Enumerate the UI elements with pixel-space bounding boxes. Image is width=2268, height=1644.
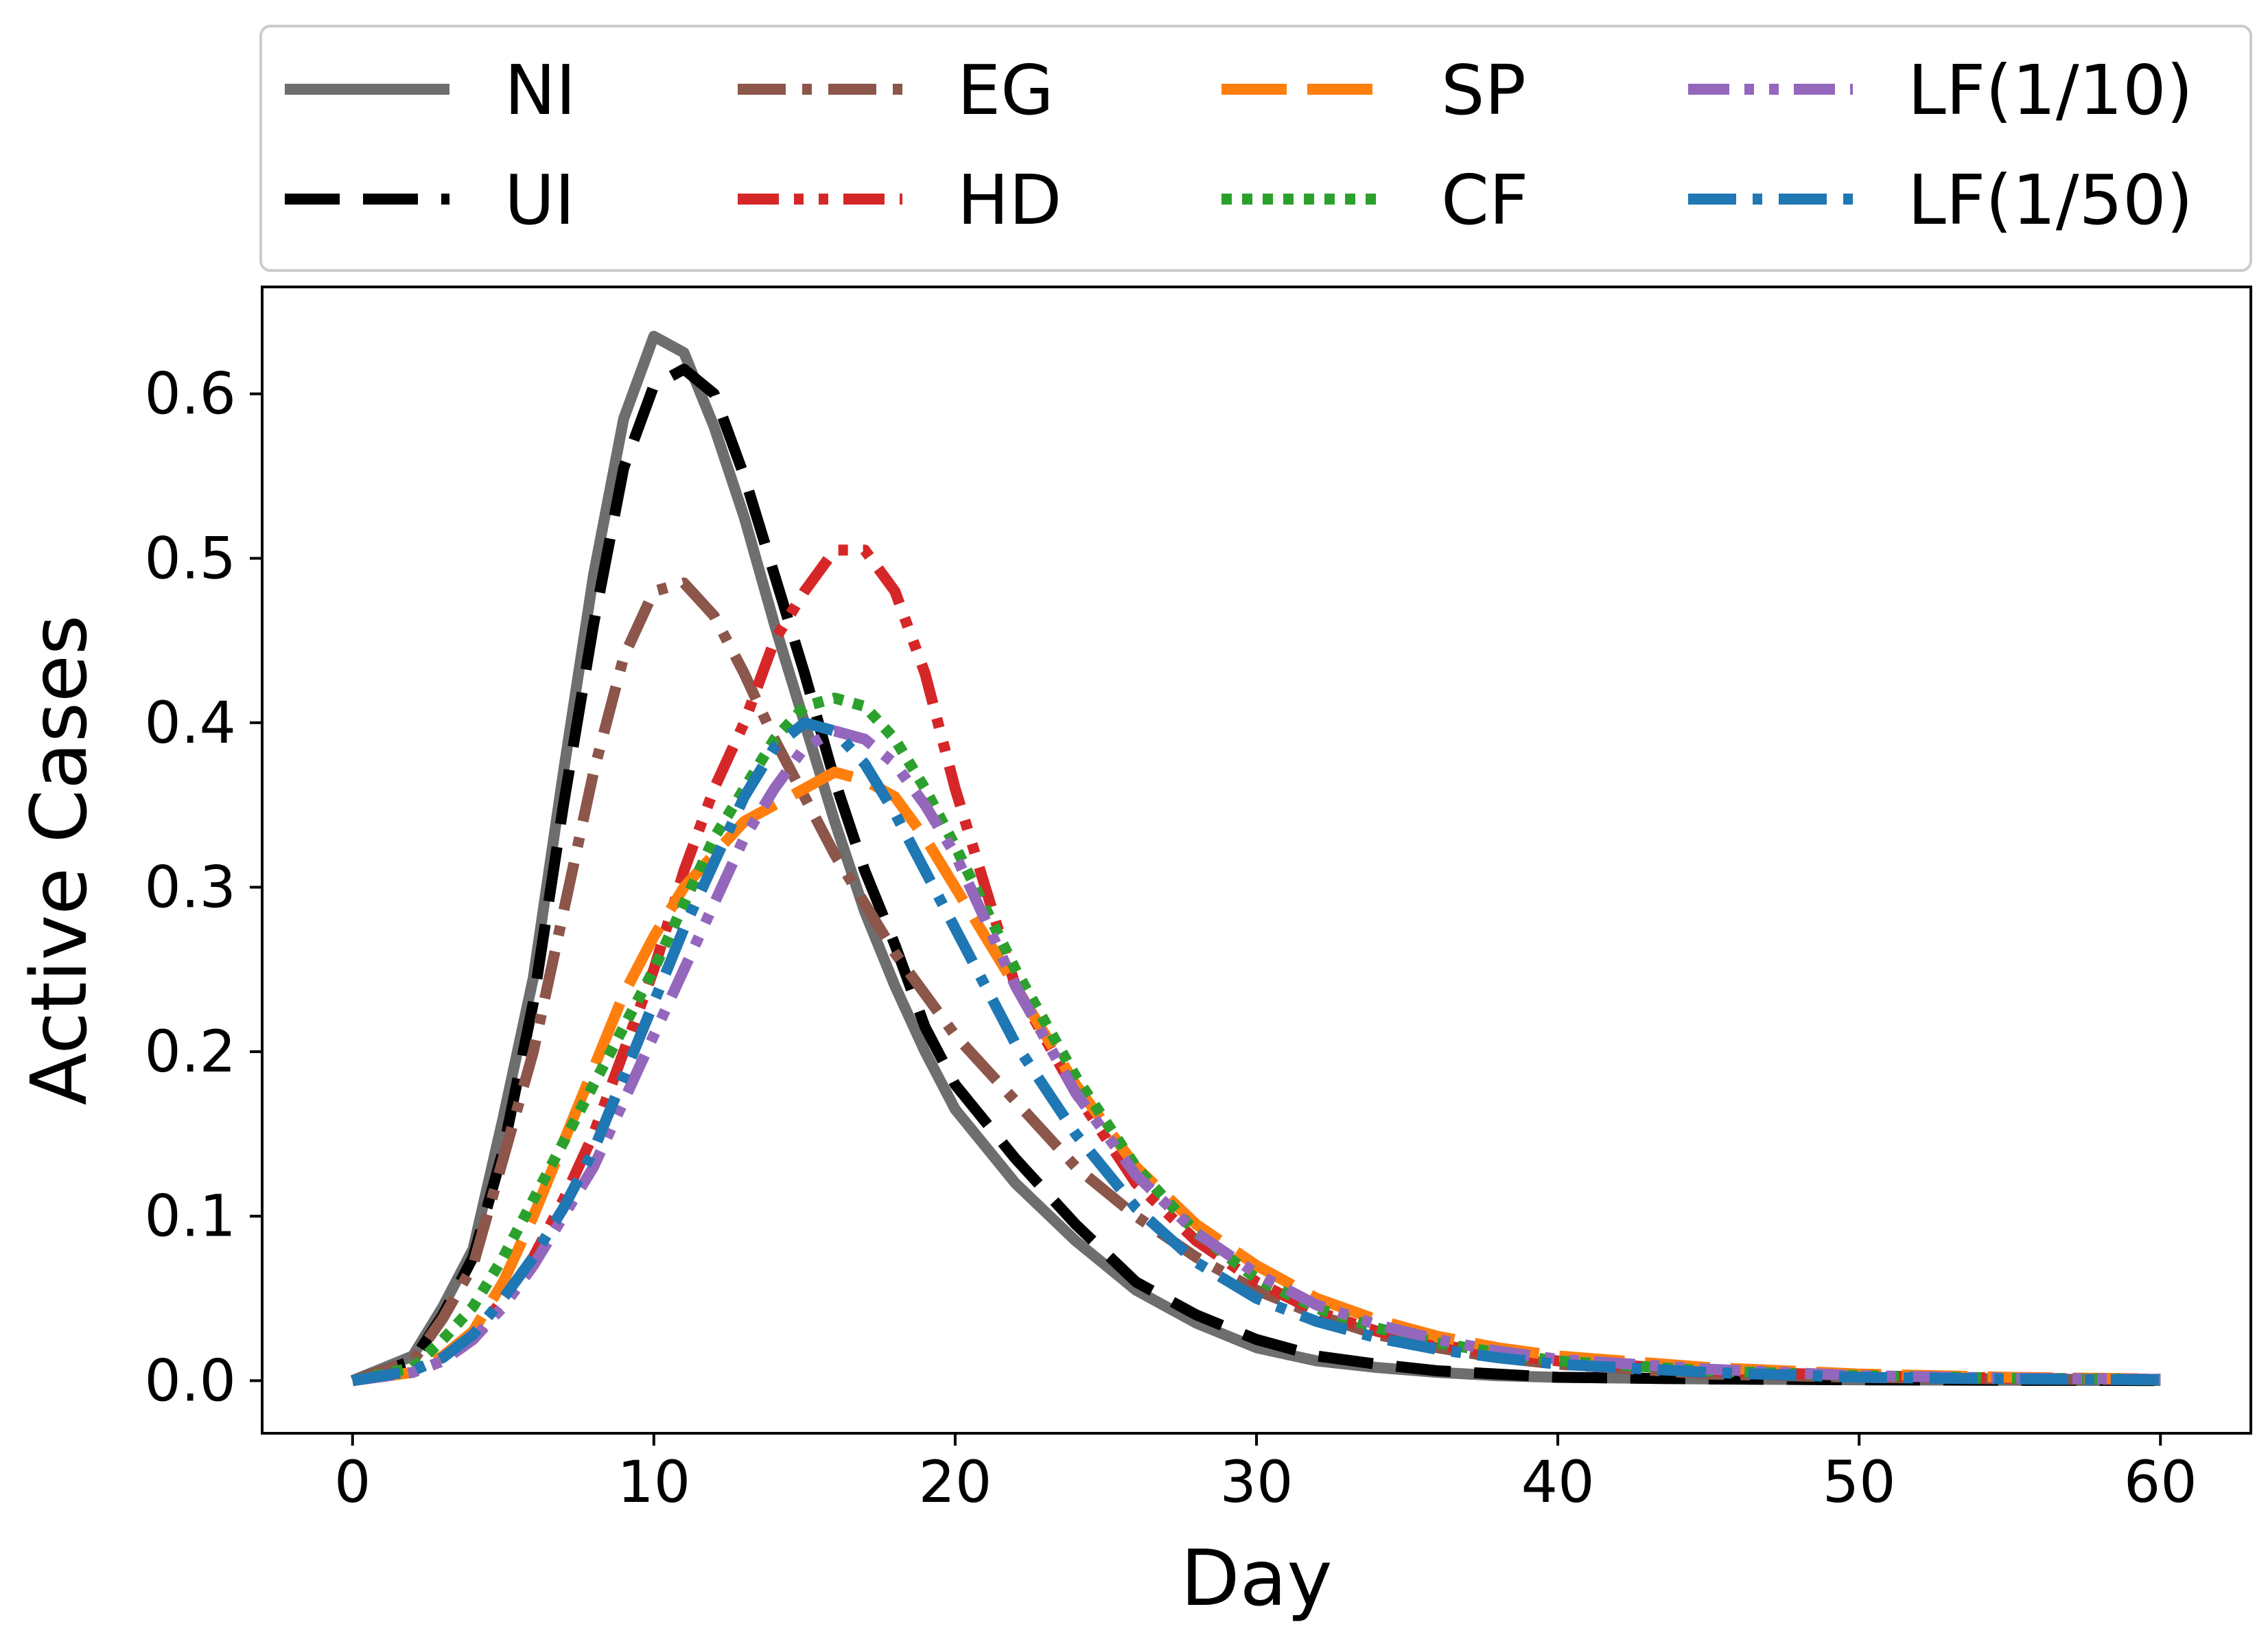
series-line-ui [351, 363, 2161, 1387]
x-axis: 0 10 20 30 40 50 60 [334, 1433, 2197, 1516]
legend-label: UI [504, 160, 575, 240]
x-tick-label: 0 [334, 1448, 371, 1516]
legend-label: CF [1441, 160, 1528, 240]
series-line-lf-1-50 [351, 717, 2161, 1387]
legend: NI UI EG HD SP CF LF(1/10) LF(1/50) [259, 25, 2252, 272]
series-line-ni [350, 330, 2161, 1387]
y-axis: 0.0 0.1 0.2 0.3 0.4 0.5 0.6 [144, 360, 262, 1414]
legend-label: LF(1/10) [1908, 50, 2193, 130]
legend-label: EG [957, 50, 1054, 130]
x-tick-label: 60 [2124, 1448, 2197, 1516]
series-line-eg [351, 577, 2161, 1386]
x-tick-label: 20 [918, 1448, 992, 1516]
x-axis-title: Day [1180, 1534, 1332, 1623]
y-tick-label: 0.4 [144, 689, 236, 756]
y-tick-label: 0.0 [144, 1347, 236, 1414]
y-tick-label: 0.2 [144, 1018, 236, 1085]
series-layer [350, 330, 2161, 1387]
x-tick-label: 30 [1220, 1448, 1294, 1516]
y-tick-label: 0.3 [144, 854, 236, 921]
x-tick-label: 40 [1521, 1448, 1595, 1516]
y-tick-label: 0.6 [144, 360, 236, 428]
legend-label: LF(1/50) [1908, 160, 2193, 240]
y-tick-label: 0.5 [144, 524, 236, 592]
x-tick-label: 50 [1823, 1448, 1896, 1516]
series-line-hd [351, 544, 2161, 1387]
legend-label: SP [1441, 50, 1526, 130]
series-line-lf-1-10 [351, 725, 2161, 1387]
y-tick-label: 0.1 [144, 1183, 236, 1250]
x-tick-label: 10 [617, 1448, 690, 1516]
legend-label: NI [504, 50, 576, 130]
y-axis-title: Active Cases [15, 615, 104, 1106]
legend-label: HD [957, 160, 1062, 240]
